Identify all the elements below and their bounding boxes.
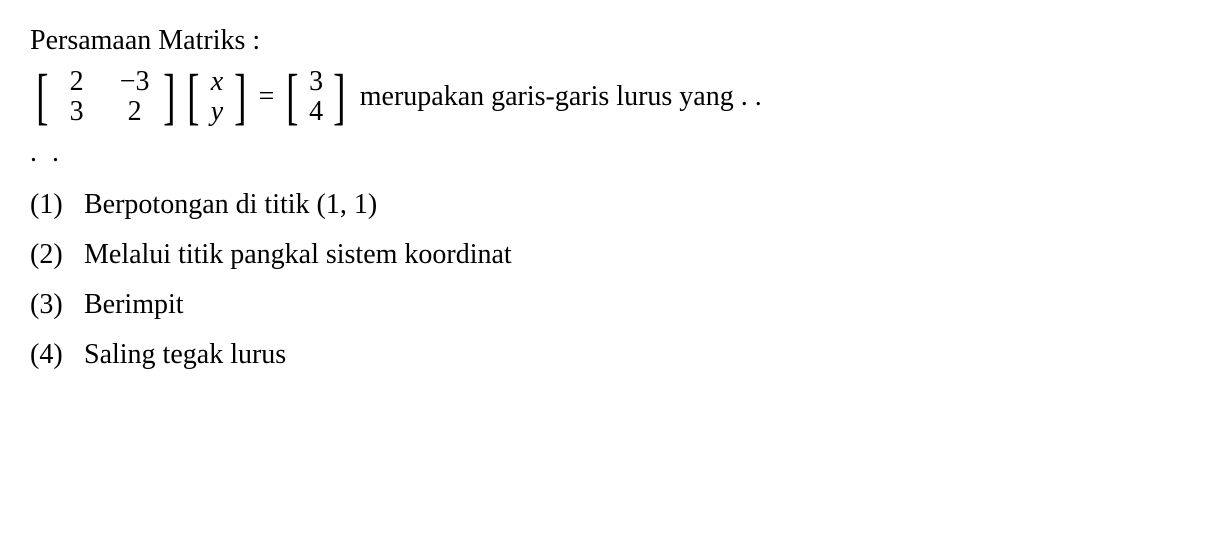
matrix-a: [ 2 −3 3 2 ] (32, 66, 179, 128)
bracket-right-icon: ] (333, 66, 345, 128)
matrix-b-cell: 3 (307, 67, 325, 97)
bracket-right-icon: ] (163, 66, 175, 128)
option-number: (2) (30, 234, 84, 276)
option-text: Melalui titik pangkal sistem koordinat (84, 234, 512, 276)
matrix-a-cell: 3 (57, 97, 97, 127)
matrix-x-cell: y (208, 97, 226, 127)
option-text: Berimpit (84, 284, 184, 326)
option-number: (1) (30, 184, 84, 226)
option-item: (1) Berpotongan di titik (1, 1) (30, 184, 1195, 226)
matrix-b: [ 3 4 ] (282, 66, 349, 128)
matrix-equation: [ 2 −3 3 2 ] [ x y ] = [ (30, 66, 1195, 128)
option-text: Berpotongan di titik (1, 1) (84, 184, 377, 226)
option-text: Saling tegak lurus (84, 334, 286, 376)
matrix-a-cell: 2 (57, 67, 97, 97)
continuation-dots: . . (30, 132, 1195, 174)
matrix-a-cell: 2 (115, 97, 155, 127)
equals-sign: = (259, 76, 275, 118)
matrix-a-cell: −3 (115, 67, 155, 97)
option-item: (2) Melalui titik pangkal sistem koordin… (30, 234, 1195, 276)
matrix-x: [ x y ] (183, 66, 250, 128)
matrix-b-cell: 4 (307, 97, 325, 127)
option-item: (4) Saling tegak lurus (30, 334, 1195, 376)
bracket-left-icon: [ (36, 66, 48, 128)
options-list: (1) Berpotongan di titik (1, 1) (2) Mela… (30, 184, 1195, 376)
option-item: (3) Berimpit (30, 284, 1195, 326)
equation-trailing-text: merupakan garis-garis lurus yang . . (360, 76, 762, 118)
option-number: (3) (30, 284, 84, 326)
bracket-left-icon: [ (287, 66, 299, 128)
bracket-left-icon: [ (187, 66, 199, 128)
bracket-right-icon: ] (234, 66, 246, 128)
page-title: Persamaan Matriks : (30, 20, 1195, 62)
matrix-x-cell: x (208, 67, 226, 97)
option-number: (4) (30, 334, 84, 376)
